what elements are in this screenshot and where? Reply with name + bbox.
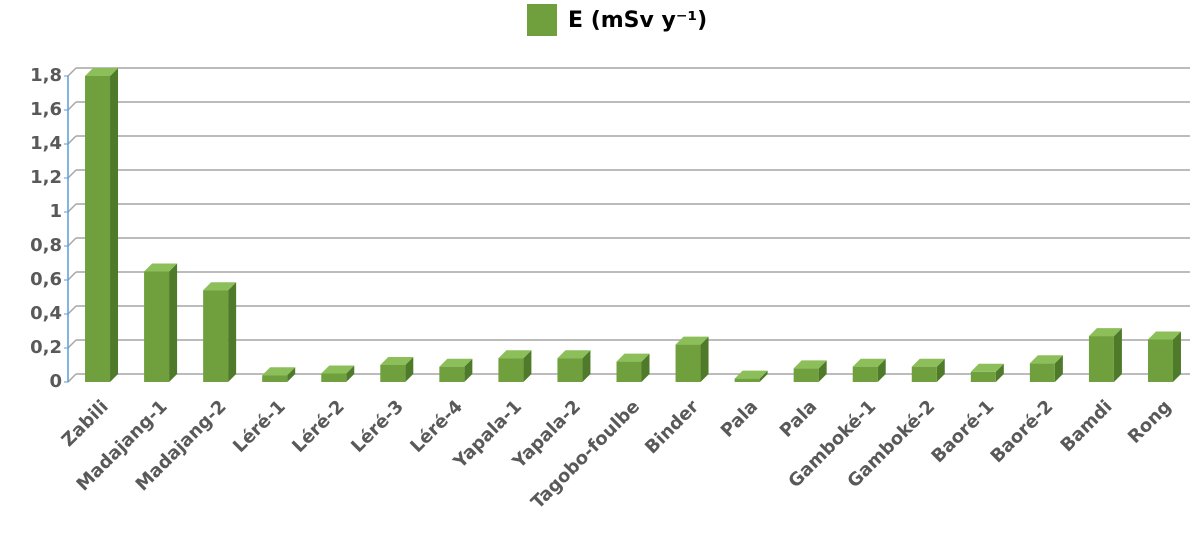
bar-side	[228, 282, 237, 382]
bar-side	[1113, 328, 1122, 382]
x-tick-label: Léré-1	[229, 396, 290, 457]
grid-line-depth	[67, 203, 77, 213]
y-tick-label: 1,2	[30, 167, 62, 188]
x-tick-label: Zabili	[58, 396, 113, 451]
bar-top	[1147, 331, 1181, 340]
bar-side	[641, 353, 650, 382]
bar-side	[818, 360, 827, 382]
bar-top	[1029, 355, 1063, 364]
bar	[557, 358, 583, 382]
bar	[793, 368, 819, 382]
bar-top	[793, 360, 827, 369]
bar	[85, 76, 111, 382]
bar-side	[1172, 331, 1181, 382]
x-tick-label: Léré-2	[288, 396, 349, 457]
bar-side	[700, 336, 709, 382]
x-tick-label: Léré-3	[347, 396, 408, 457]
bar	[734, 378, 760, 382]
bar	[262, 375, 288, 382]
bar-top	[734, 370, 768, 379]
grid-line-depth	[67, 169, 77, 179]
bar-top	[557, 350, 591, 359]
grid-line-depth	[67, 135, 77, 145]
grid-line-depth	[67, 271, 77, 281]
bar-top	[675, 336, 709, 345]
bar-top	[1088, 328, 1122, 337]
bar	[1088, 336, 1114, 382]
y-tick-label: 0,4	[30, 303, 62, 324]
x-tick-label: Léré-4	[406, 396, 467, 457]
bar-side	[464, 358, 473, 382]
bar	[970, 371, 996, 382]
bar-side	[523, 350, 532, 382]
bar-top	[439, 358, 473, 367]
grid-line-depth	[67, 237, 77, 247]
bar-top	[203, 282, 237, 291]
bar-side	[169, 263, 178, 382]
bar-top	[321, 365, 355, 374]
bar	[1029, 363, 1055, 382]
x-tick-label: Bamdi	[1057, 396, 1117, 456]
bar-side	[405, 357, 414, 382]
y-tick-label: 1,6	[30, 99, 62, 120]
bar-top	[616, 353, 650, 362]
y-tick-label: 0,8	[30, 235, 62, 256]
bar-top	[380, 357, 414, 365]
bar-side	[582, 350, 591, 382]
bar-side	[995, 363, 1004, 382]
bar-top	[262, 367, 296, 376]
bar-top	[144, 263, 178, 272]
bar-top	[85, 68, 119, 76]
bar-top	[911, 358, 945, 367]
grid-line-depth	[67, 67, 77, 77]
bar-side	[936, 358, 945, 382]
grid-line-depth	[67, 373, 77, 383]
bar-side	[759, 370, 768, 382]
y-tick-label: 1,8	[30, 65, 62, 86]
x-tick-label: Baoré-1	[927, 396, 998, 467]
bar-side	[110, 68, 119, 382]
bar-side	[1054, 355, 1063, 382]
bar-side	[346, 365, 355, 382]
bar	[144, 271, 170, 382]
y-tick-label: 1,4	[30, 133, 62, 154]
bar	[380, 365, 406, 382]
bar	[498, 358, 524, 382]
x-tick-label: Pala	[717, 396, 762, 441]
bar	[852, 366, 878, 382]
y-tick-label: 0,2	[30, 337, 62, 358]
bar	[439, 366, 465, 382]
x-tick-label: Baoré-2	[987, 396, 1058, 467]
x-tick-label: Pala	[776, 396, 821, 441]
y-tick-label: 1	[49, 201, 62, 222]
x-tick-label: Tagobo-foulbe	[527, 396, 644, 513]
x-tick-label: Rong	[1124, 396, 1176, 448]
bar	[616, 361, 642, 382]
grid-line-depth	[67, 305, 77, 315]
y-tick-label: 0	[49, 371, 62, 392]
bar-side	[287, 367, 296, 382]
bar	[911, 366, 937, 382]
bar-top	[970, 363, 1004, 372]
bar-top	[498, 350, 532, 359]
legend-swatch	[527, 4, 557, 36]
legend-label: E (mSv y⁻¹)	[568, 8, 707, 33]
bar	[321, 373, 347, 382]
bar	[1147, 339, 1173, 382]
grid-line-depth	[67, 101, 77, 111]
grid-line-depth	[67, 339, 77, 349]
x-tick-label: Binder	[641, 396, 703, 458]
bar-side	[877, 358, 886, 382]
bar	[675, 344, 701, 382]
y-tick-label: 0,6	[30, 269, 62, 290]
bar	[203, 290, 229, 382]
bar-top	[852, 358, 886, 367]
